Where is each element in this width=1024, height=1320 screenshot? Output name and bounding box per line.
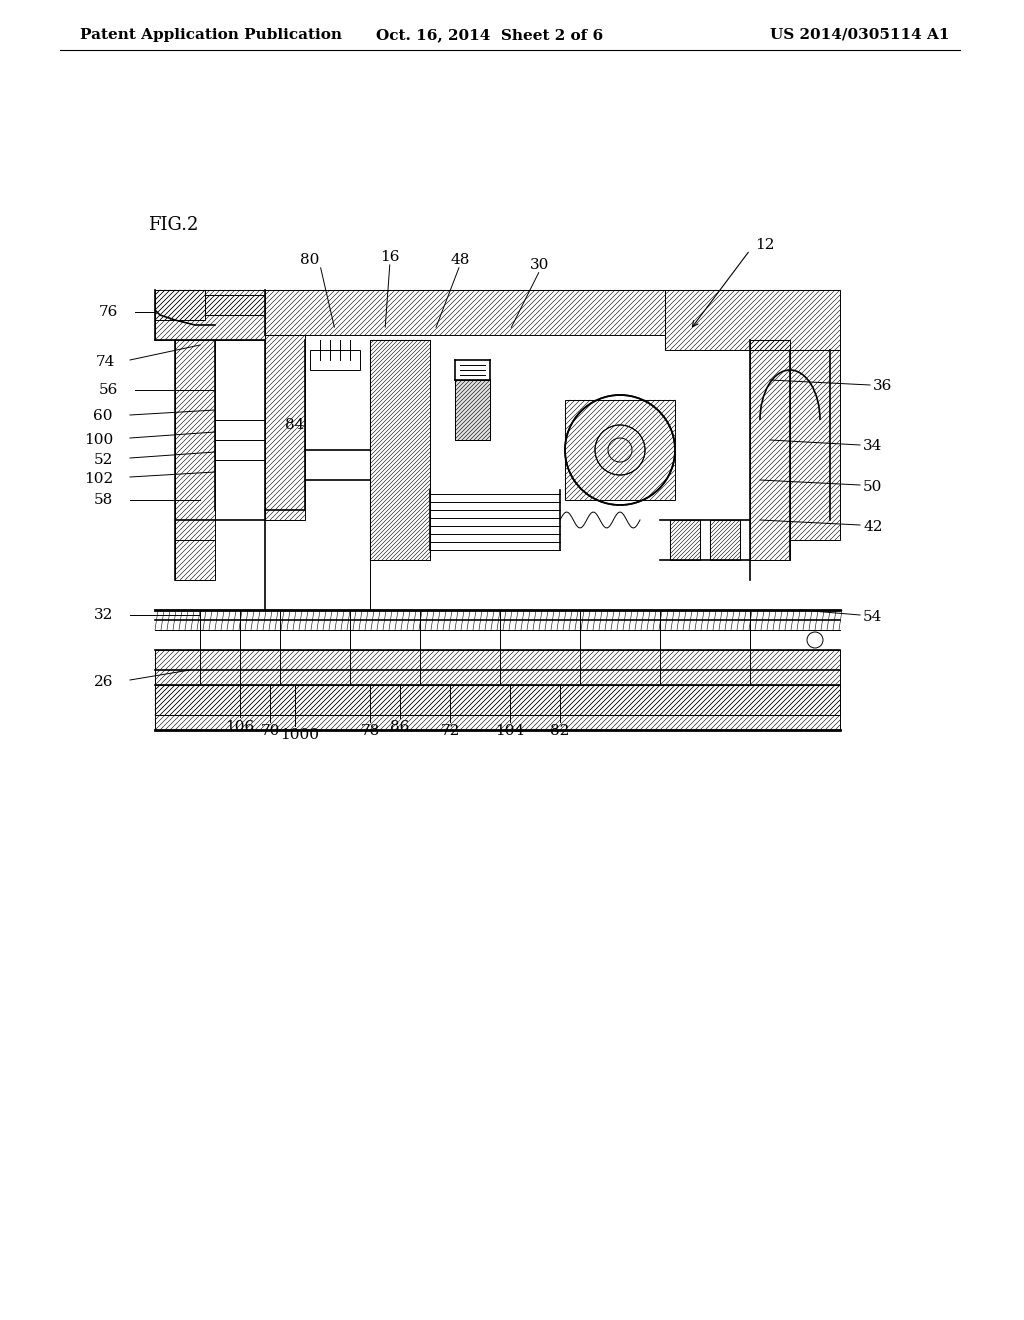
Text: 42: 42 (863, 520, 883, 535)
Bar (455, 380, 490, 440)
Bar (455, 380, 490, 440)
Bar (710, 520, 740, 560)
Text: 72: 72 (440, 723, 460, 738)
Bar (265, 335, 305, 520)
Text: 1000: 1000 (281, 729, 319, 742)
Bar (155, 290, 265, 341)
Bar (790, 350, 840, 540)
Text: 12: 12 (755, 238, 774, 252)
Text: FIG.2: FIG.2 (148, 216, 199, 234)
Bar (370, 341, 430, 560)
Bar (155, 649, 840, 685)
Bar (155, 685, 840, 730)
Bar (565, 400, 675, 500)
Bar (205, 294, 265, 315)
Text: 74: 74 (95, 355, 115, 370)
Text: 16: 16 (380, 249, 399, 264)
Text: Patent Application Publication: Patent Application Publication (80, 28, 342, 42)
Text: 30: 30 (530, 257, 550, 272)
Bar (750, 341, 790, 560)
Text: 54: 54 (863, 610, 883, 624)
Bar (175, 341, 215, 579)
Text: 102: 102 (84, 473, 113, 486)
Text: 76: 76 (98, 305, 118, 319)
Text: 50: 50 (863, 480, 883, 494)
Text: 52: 52 (93, 453, 113, 467)
Text: 82: 82 (550, 723, 569, 738)
Text: 26: 26 (93, 675, 113, 689)
Bar (155, 290, 205, 319)
Text: 60: 60 (93, 409, 113, 422)
Bar (665, 290, 840, 350)
Text: 106: 106 (225, 719, 255, 734)
Text: 104: 104 (496, 723, 524, 738)
Text: Oct. 16, 2014  Sheet 2 of 6: Oct. 16, 2014 Sheet 2 of 6 (377, 28, 603, 42)
Text: 34: 34 (863, 440, 883, 453)
Text: 32: 32 (93, 609, 113, 622)
Bar (310, 350, 360, 370)
Bar (265, 290, 665, 335)
Bar (155, 685, 840, 715)
Text: 86: 86 (390, 719, 410, 734)
Text: 56: 56 (98, 383, 118, 397)
Text: 58: 58 (94, 492, 113, 507)
Text: 100: 100 (84, 433, 113, 447)
Text: 36: 36 (873, 379, 892, 393)
Text: 78: 78 (360, 723, 380, 738)
Bar (670, 520, 700, 560)
Text: 70: 70 (260, 723, 280, 738)
Text: 80: 80 (300, 253, 319, 267)
Circle shape (608, 438, 632, 462)
Text: 84: 84 (286, 418, 305, 432)
Text: 48: 48 (451, 253, 470, 267)
Text: US 2014/0305114 A1: US 2014/0305114 A1 (770, 28, 950, 42)
